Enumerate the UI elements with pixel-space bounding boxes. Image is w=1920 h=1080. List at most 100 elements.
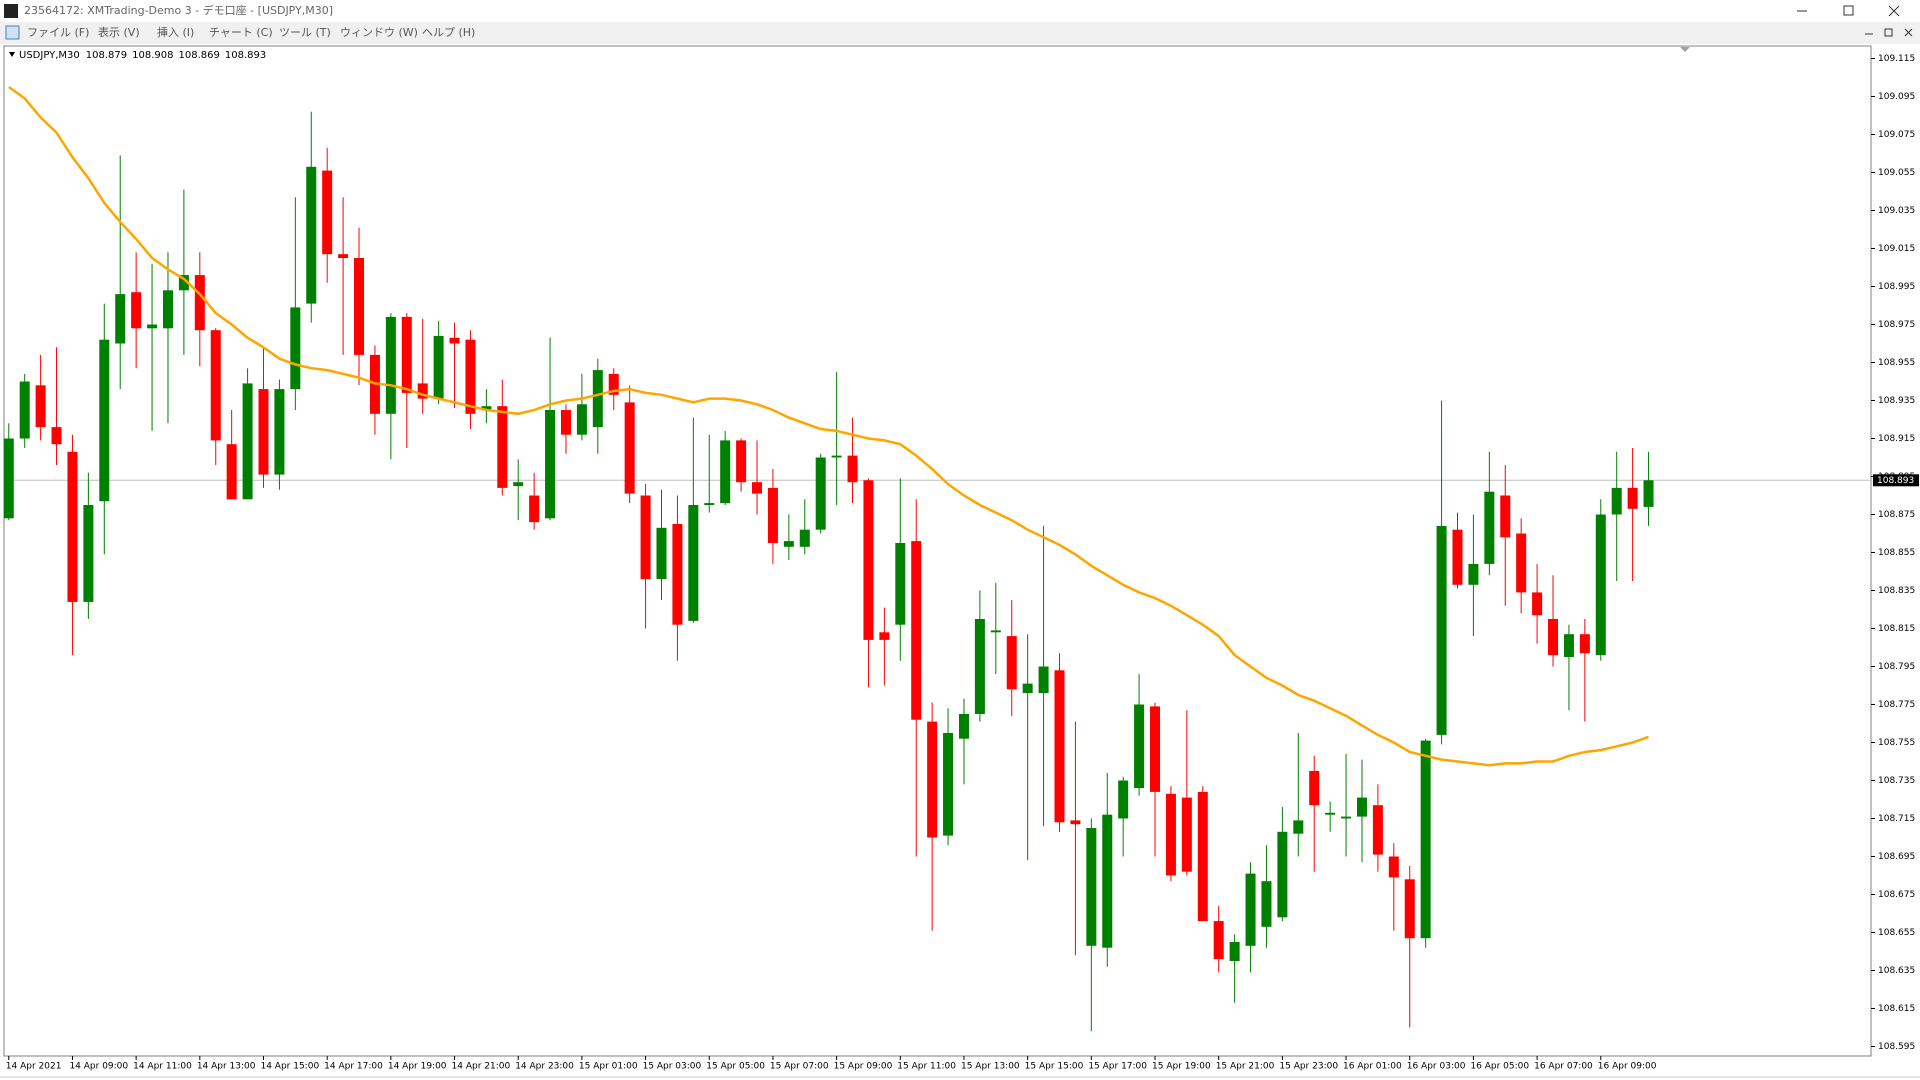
candle-body — [704, 503, 715, 505]
candle-body — [1388, 856, 1399, 878]
close-button[interactable] — [1888, 5, 1900, 17]
menu-item[interactable]: 表示 (V) — [98, 25, 140, 39]
candle-body — [1261, 881, 1272, 927]
candle-body — [3, 438, 14, 519]
candle-body — [481, 406, 492, 410]
symbol: USDJPY,M30 — [19, 50, 80, 61]
y-tick-label: 108.635 — [1878, 966, 1915, 976]
x-tick-label: 14 Apr 21:00 — [452, 1062, 511, 1072]
x-tick-label: 16 Apr 05:00 — [1470, 1062, 1529, 1072]
y-tick-label: 108.855 — [1878, 548, 1915, 558]
candle-body — [1245, 873, 1256, 946]
candle-body — [1468, 563, 1479, 585]
candle-body — [1516, 533, 1527, 593]
candle-body — [1595, 514, 1606, 656]
candle-body — [465, 339, 476, 414]
x-tick-label: 15 Apr 15:00 — [1025, 1062, 1084, 1072]
x-tick-label: 14 Apr 13:00 — [197, 1062, 256, 1072]
candle-body — [1197, 791, 1208, 922]
candle-body — [401, 316, 412, 393]
x-tick-label: 15 Apr 07:00 — [770, 1062, 829, 1072]
chart-header: USDJPY,M30 108.879 108.908 108.869 108.893 — [19, 50, 266, 61]
candle-body — [943, 733, 954, 836]
candle-body — [1532, 592, 1543, 616]
candle-body — [147, 324, 158, 329]
menu-item[interactable]: チャート (C) — [209, 26, 273, 39]
candle-body — [688, 505, 699, 621]
y-tick-label: 108.915 — [1878, 434, 1915, 444]
y-tick-label: 108.835 — [1878, 586, 1915, 596]
candle-body — [640, 495, 651, 580]
candle-body — [83, 505, 94, 602]
candle-body — [1165, 793, 1176, 876]
x-tick-label: 15 Apr 03:00 — [643, 1062, 702, 1072]
candle-body — [895, 543, 906, 625]
candle-body — [656, 527, 667, 580]
menu-item[interactable]: ツール (T) — [279, 26, 331, 39]
candle-body — [162, 290, 173, 329]
candle-body — [306, 166, 317, 304]
y-tick-label: 109.095 — [1878, 92, 1915, 102]
candle-body — [354, 258, 365, 355]
x-tick-label: 14 Apr 11:00 — [133, 1062, 192, 1072]
candle-body — [624, 402, 635, 494]
y-tick-label: 109.115 — [1878, 54, 1915, 64]
candle-body — [513, 482, 524, 486]
x-tick-label: 15 Apr 11:00 — [897, 1062, 956, 1072]
y-tick-label: 109.015 — [1878, 244, 1915, 254]
candle-body — [115, 294, 126, 344]
candle-body — [831, 455, 842, 458]
candle-body — [990, 630, 1001, 633]
x-tick-label: 15 Apr 09:00 — [834, 1062, 893, 1072]
candle-body — [19, 381, 30, 439]
y-tick-label: 108.995 — [1878, 282, 1915, 292]
candle-body — [1436, 525, 1447, 735]
plot-frame — [3, 45, 1872, 1057]
y-tick-label: 108.695 — [1878, 852, 1915, 862]
x-tick-label: 15 Apr 23:00 — [1279, 1062, 1338, 1072]
candle-body — [847, 455, 858, 483]
y-tick-label: 108.655 — [1878, 928, 1915, 938]
candle-body — [1086, 828, 1097, 946]
restore-button[interactable] — [1843, 5, 1854, 16]
menu-item[interactable]: ヘルプ (H) — [422, 26, 475, 39]
candle-body — [1150, 706, 1161, 792]
candle-body — [242, 383, 253, 500]
candle-body — [1627, 487, 1638, 509]
mdi-close[interactable] — [1904, 28, 1913, 37]
x-tick-label: 14 Apr 23:00 — [515, 1062, 574, 1072]
candle-body — [194, 275, 205, 331]
candle-body — [417, 383, 428, 399]
y-tick-label: 109.035 — [1878, 206, 1915, 216]
title-bar — [0, 0, 1920, 22]
candle-body — [815, 457, 826, 530]
candle-body — [1277, 831, 1288, 918]
y-tick-label: 108.795 — [1878, 662, 1915, 672]
candle-body — [99, 339, 110, 502]
candle-body — [783, 541, 794, 547]
candle-body — [274, 389, 285, 475]
y-tick-label: 108.735 — [1878, 776, 1915, 786]
y-tick-label: 108.875 — [1878, 510, 1915, 520]
y-tick-label: 109.075 — [1878, 130, 1915, 140]
candle-body — [385, 316, 396, 414]
candle-body — [736, 440, 747, 483]
candle-body — [1181, 797, 1192, 872]
mdi-restore[interactable] — [1884, 28, 1893, 37]
y-tick-label: 108.935 — [1878, 396, 1915, 406]
candle-body — [1611, 487, 1622, 515]
candle-body — [1372, 805, 1383, 855]
candle-body — [131, 292, 142, 329]
candle-body — [1404, 879, 1415, 939]
header-low: 108.869 — [179, 50, 220, 61]
menu-item[interactable]: ウィンドウ (W) — [340, 26, 418, 39]
candle-body — [35, 385, 46, 428]
candle-body — [1548, 619, 1559, 656]
menu-item[interactable]: 挿入 (I) — [157, 25, 194, 39]
shift-marker — [1680, 47, 1690, 52]
menu: ファイル (F) 表示 (V) 挿入 (I) チャート (C) ツール (T) … — [27, 25, 475, 39]
menu-item[interactable]: ファイル (F) — [27, 26, 89, 39]
candle-body — [1293, 820, 1304, 834]
candle-body — [210, 330, 221, 441]
